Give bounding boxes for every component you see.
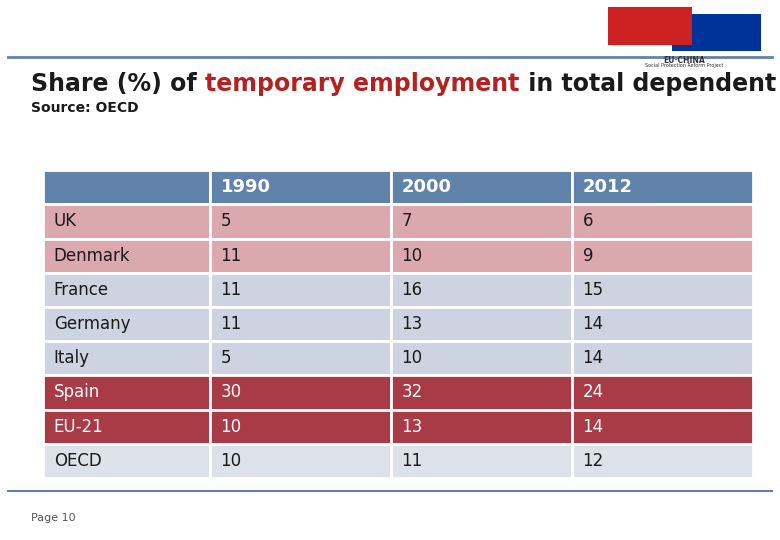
FancyBboxPatch shape <box>210 170 391 204</box>
Text: 11: 11 <box>221 281 242 299</box>
Text: Share (%) of: Share (%) of <box>31 72 205 96</box>
FancyBboxPatch shape <box>210 239 391 273</box>
FancyBboxPatch shape <box>391 341 572 375</box>
Text: 13: 13 <box>402 417 423 436</box>
FancyBboxPatch shape <box>391 375 572 409</box>
FancyBboxPatch shape <box>391 444 572 478</box>
Text: 14: 14 <box>583 349 604 367</box>
Text: 1990: 1990 <box>221 178 271 196</box>
FancyBboxPatch shape <box>391 307 572 341</box>
FancyBboxPatch shape <box>572 239 753 273</box>
Text: OECD: OECD <box>54 452 101 470</box>
FancyBboxPatch shape <box>391 273 572 307</box>
FancyBboxPatch shape <box>572 409 753 444</box>
Text: 14: 14 <box>583 417 604 436</box>
Text: 10: 10 <box>402 247 423 265</box>
Text: Spain: Spain <box>54 383 100 401</box>
Text: 12: 12 <box>583 452 604 470</box>
Text: 7: 7 <box>402 212 412 231</box>
FancyBboxPatch shape <box>608 7 692 45</box>
Text: 11: 11 <box>402 452 423 470</box>
FancyBboxPatch shape <box>672 14 760 51</box>
FancyBboxPatch shape <box>572 444 753 478</box>
Text: Germany: Germany <box>54 315 130 333</box>
Text: Social Protection Reform Project: Social Protection Reform Project <box>645 63 724 68</box>
FancyBboxPatch shape <box>210 307 391 341</box>
Text: 5: 5 <box>221 349 231 367</box>
Text: 10: 10 <box>221 417 242 436</box>
Text: Source: OECD: Source: OECD <box>31 101 139 115</box>
FancyBboxPatch shape <box>391 239 572 273</box>
Text: 10: 10 <box>221 452 242 470</box>
Text: EU·CHINA: EU·CHINA <box>664 56 705 65</box>
Text: Denmark: Denmark <box>54 247 130 265</box>
Text: Italy: Italy <box>54 349 90 367</box>
FancyBboxPatch shape <box>43 170 210 204</box>
Text: EU-21: EU-21 <box>54 417 104 436</box>
Text: 15: 15 <box>583 281 604 299</box>
FancyBboxPatch shape <box>572 273 753 307</box>
FancyBboxPatch shape <box>210 204 391 239</box>
FancyBboxPatch shape <box>43 444 210 478</box>
FancyBboxPatch shape <box>391 204 572 239</box>
Text: 2000: 2000 <box>402 178 452 196</box>
Text: 11: 11 <box>221 247 242 265</box>
Text: 9: 9 <box>583 247 593 265</box>
Text: 13: 13 <box>402 315 423 333</box>
FancyBboxPatch shape <box>391 409 572 444</box>
Text: 30: 30 <box>221 383 242 401</box>
FancyBboxPatch shape <box>572 204 753 239</box>
FancyBboxPatch shape <box>43 204 210 239</box>
Text: 10: 10 <box>402 349 423 367</box>
FancyBboxPatch shape <box>391 170 572 204</box>
FancyBboxPatch shape <box>43 307 210 341</box>
Text: 14: 14 <box>583 315 604 333</box>
Text: 5: 5 <box>221 212 231 231</box>
FancyBboxPatch shape <box>210 273 391 307</box>
FancyBboxPatch shape <box>210 375 391 409</box>
FancyBboxPatch shape <box>43 273 210 307</box>
FancyBboxPatch shape <box>572 170 753 204</box>
Text: in total dependent employment: in total dependent employment <box>519 72 780 96</box>
FancyBboxPatch shape <box>210 409 391 444</box>
FancyBboxPatch shape <box>572 307 753 341</box>
Text: Page 10: Page 10 <box>31 514 76 523</box>
FancyBboxPatch shape <box>43 409 210 444</box>
Text: France: France <box>54 281 109 299</box>
Text: 24: 24 <box>583 383 604 401</box>
Text: 2012: 2012 <box>583 178 633 196</box>
Text: 11: 11 <box>221 315 242 333</box>
FancyBboxPatch shape <box>572 375 753 409</box>
FancyBboxPatch shape <box>43 375 210 409</box>
Text: UK: UK <box>54 212 77 231</box>
Text: temporary employment: temporary employment <box>205 72 519 96</box>
FancyBboxPatch shape <box>43 239 210 273</box>
FancyBboxPatch shape <box>210 341 391 375</box>
FancyBboxPatch shape <box>572 341 753 375</box>
Text: 32: 32 <box>402 383 423 401</box>
Text: 6: 6 <box>583 212 593 231</box>
Text: 16: 16 <box>402 281 423 299</box>
FancyBboxPatch shape <box>43 341 210 375</box>
FancyBboxPatch shape <box>210 444 391 478</box>
